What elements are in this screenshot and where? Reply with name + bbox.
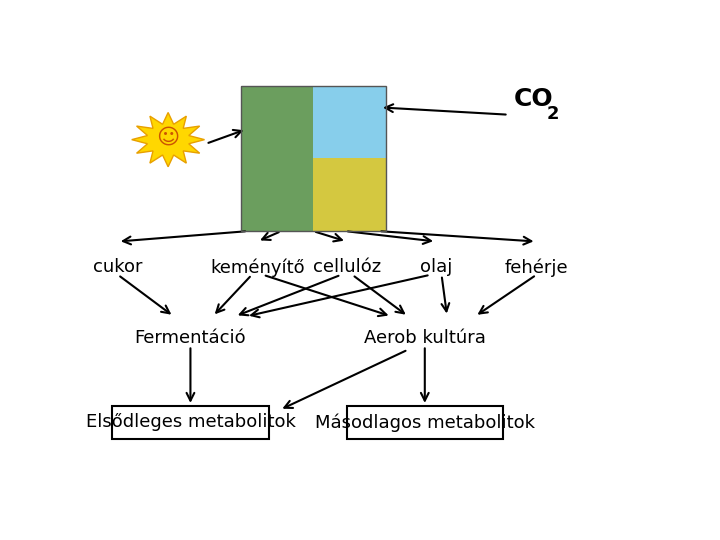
Bar bbox=[313, 158, 386, 231]
Bar bbox=[240, 85, 386, 231]
Polygon shape bbox=[132, 112, 204, 167]
Text: Másodlagos metabolitok: Másodlagos metabolitok bbox=[315, 413, 535, 431]
Text: Aerob kultúra: Aerob kultúra bbox=[364, 329, 486, 347]
Text: Fermentáció: Fermentáció bbox=[135, 329, 246, 347]
Text: olaj: olaj bbox=[420, 258, 452, 276]
Text: CO: CO bbox=[514, 87, 554, 111]
Bar bbox=[240, 85, 313, 231]
Bar bbox=[112, 406, 269, 439]
Text: fehérje: fehérje bbox=[505, 258, 568, 276]
Text: cukor: cukor bbox=[93, 258, 143, 276]
Text: 2: 2 bbox=[546, 105, 559, 123]
Text: ☺: ☺ bbox=[156, 127, 180, 147]
Bar bbox=[313, 85, 386, 158]
Text: Elsődleges metabolitok: Elsődleges metabolitok bbox=[86, 414, 295, 431]
Bar bbox=[347, 406, 503, 439]
Text: keményítő: keményítő bbox=[210, 258, 305, 276]
Text: cellulóz: cellulóz bbox=[312, 258, 381, 276]
